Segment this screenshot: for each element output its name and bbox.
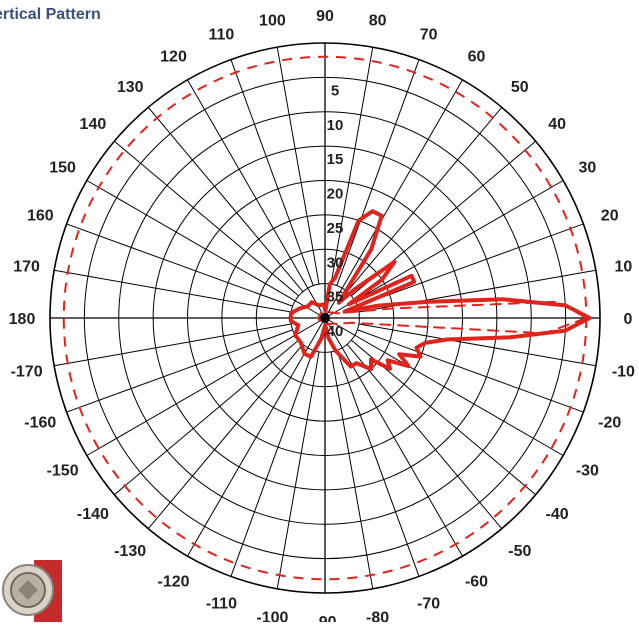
angle-tick-label: 120 [160,49,187,66]
radial-tick-label: 30 [327,254,344,271]
grid-spoke [147,107,304,292]
grid-spoke [358,323,596,367]
angle-tick-label: 70 [420,26,438,43]
grid-spoke [114,339,299,496]
grid-spoke [324,317,463,557]
grid-spoke [187,79,326,319]
angle-tick-label: -60 [465,573,488,590]
angle-tick-label: 100 [259,13,286,30]
radial-tick-label: 25 [327,220,344,237]
radial-tick-label: 10 [327,117,344,134]
grid-spoke [357,329,584,413]
angle-tick-label: -40 [546,506,569,523]
chart-title: ertical Pattern [0,6,101,23]
reference-dashed-circle [62,55,588,581]
grid-spoke [276,351,320,589]
grid-spoke [330,47,374,285]
center-dot [320,313,330,323]
angle-tick-label: -90 [313,614,336,622]
angle-tick-label: 20 [601,207,619,224]
grid-spoke [114,140,299,297]
angle-tick-label: -70 [417,596,440,613]
grid-spoke [336,350,420,577]
angle-tick-label: -130 [114,543,146,560]
angle-tick-label: -100 [256,609,288,622]
angle-tick-label: 80 [369,13,387,30]
angle-tick-label: -140 [77,506,109,523]
angle-tick-label: 60 [468,49,486,66]
angle-tick-label: -80 [366,609,389,622]
grid-spoke [230,59,314,286]
angle-tick-label: 110 [208,26,234,43]
grid-spoke [54,269,292,313]
radial-tick-label: 15 [327,151,344,168]
logo [0,560,62,622]
angle-tick-label: 50 [511,79,529,96]
grid-spoke [336,59,420,286]
angle-tick-label: 140 [80,116,107,133]
grid-spoke [324,79,463,319]
grid-spoke [86,317,326,456]
radial-tick-label: 20 [327,186,344,203]
radial-tick-label: 5 [331,82,339,99]
angle-tick-label: 40 [548,116,566,133]
grid-spoke [147,344,304,529]
angle-tick-label: -20 [598,415,621,432]
angle-tick-label: -170 [11,364,43,381]
grid-spoke [357,223,584,307]
angle-tick-label: 180 [9,311,36,328]
angle-tick-label: -10 [612,364,635,381]
axis-labels: 90 80706050403020100-10-20-30-40-50-60-70… [9,8,635,622]
angle-tick-label: 130 [117,79,144,96]
angle-tick-label: -160 [24,415,56,432]
angle-tick-label: 160 [27,207,54,224]
grid-spoke [66,329,293,413]
angle-tick-label: -110 [206,596,237,613]
grid-spoke [346,107,503,292]
angle-tick-label: 30 [579,160,597,177]
radial-tick-label: 35 [327,289,344,306]
angle-tick-label: 150 [49,160,76,177]
grid-spoke [230,350,314,577]
grid-spoke [66,223,293,307]
pattern-series [62,55,592,581]
grid-spoke [346,344,503,529]
angle-tick-label: 0 [624,311,633,328]
angle-tick-label: 90 [316,8,334,25]
series-dashed-line [317,300,588,335]
angle-tick-label: 170 [13,258,40,275]
grid-spoke [187,317,326,557]
angle-tick-label: -150 [47,463,79,480]
grid-spoke [86,180,326,319]
series-solid-line [288,209,592,372]
grid-spoke [54,323,292,367]
angle-tick-label: -30 [576,463,599,480]
grid-spoke [330,351,374,589]
angle-tick-label: -50 [508,543,531,560]
radial-tick-label: 40 [327,323,344,340]
polar-grid [49,42,601,594]
angle-tick-label: 10 [615,258,633,275]
angle-tick-label: -120 [157,573,189,590]
grid-spoke [324,317,564,456]
grid-spoke [276,47,320,285]
